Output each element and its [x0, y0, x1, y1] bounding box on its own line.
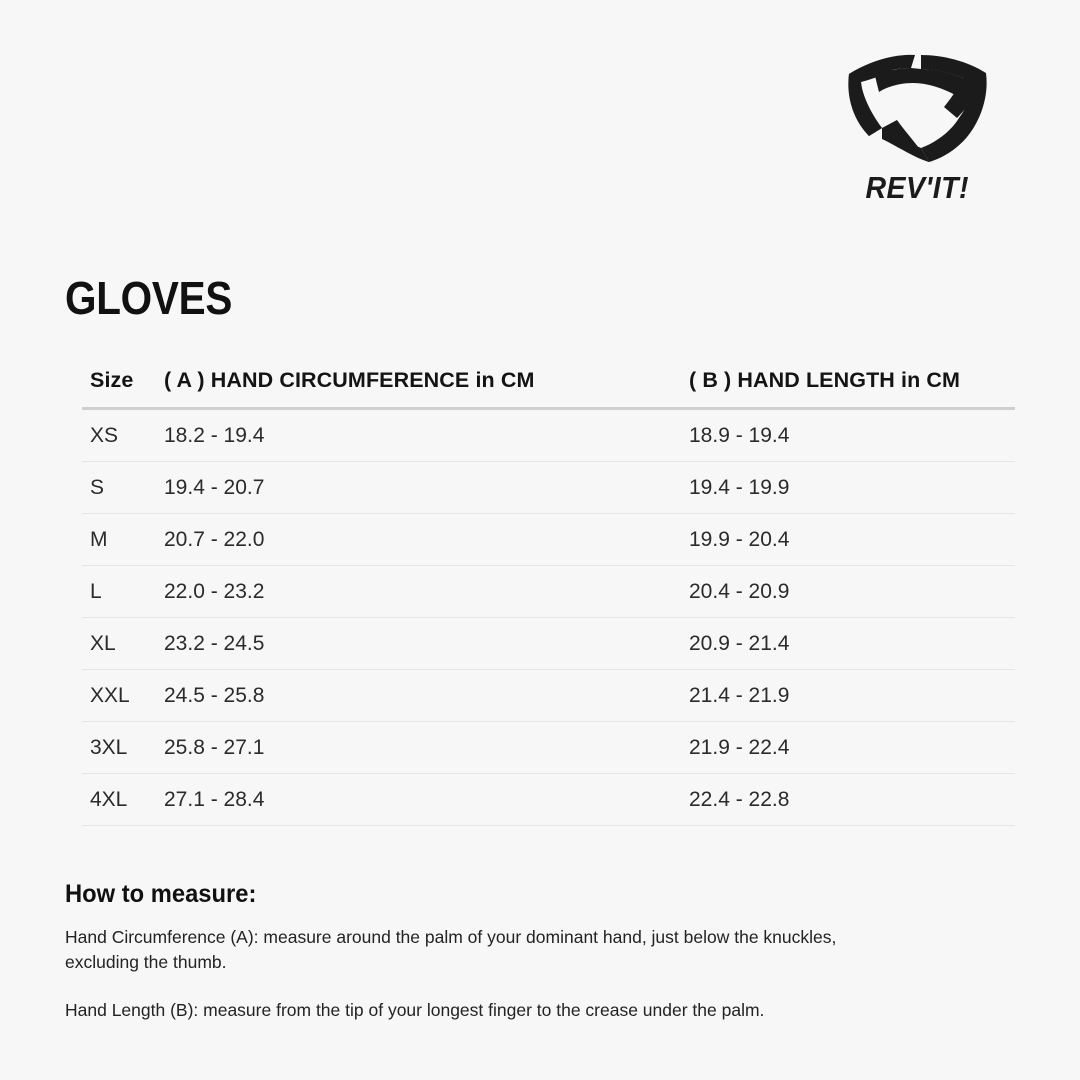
- cell-hand-circumference: 19.4 - 20.7: [164, 461, 689, 514]
- cell-hand-circumference: 20.7 - 22.0: [164, 513, 689, 566]
- table-row: S 19.4 - 20.7 19.4 - 19.9: [82, 461, 1015, 514]
- table-row: XXL 24.5 - 25.8 21.4 - 21.9: [82, 669, 1015, 722]
- cell-hand-length: 20.4 - 20.9: [689, 565, 1015, 618]
- brand-logo: REV'IT!: [832, 52, 1002, 206]
- cell-size: S: [82, 461, 164, 514]
- cell-size: 4XL: [82, 773, 164, 826]
- column-header-size: Size: [82, 368, 164, 410]
- table-header: Size ( A ) HAND CIRCUMFERENCE in CM ( B …: [82, 368, 1015, 410]
- cell-hand-circumference: 25.8 - 27.1: [164, 721, 689, 774]
- table-row: 3XL 25.8 - 27.1 21.9 - 22.4: [82, 721, 1015, 774]
- cell-size: M: [82, 513, 164, 566]
- revit-shield-icon: [848, 54, 987, 162]
- cell-hand-circumference: 23.2 - 24.5: [164, 617, 689, 670]
- cell-size: L: [82, 565, 164, 618]
- table-row: 4XL 27.1 - 28.4 22.4 - 22.8: [82, 773, 1015, 826]
- cell-hand-length: 19.9 - 20.4: [689, 513, 1015, 566]
- cell-hand-circumference: 27.1 - 28.4: [164, 773, 689, 826]
- size-chart-table: Size ( A ) HAND CIRCUMFERENCE in CM ( B …: [82, 368, 1015, 826]
- table-row: M 20.7 - 22.0 19.9 - 20.4: [82, 513, 1015, 566]
- cell-hand-length: 21.9 - 22.4: [689, 721, 1015, 774]
- cell-size: XL: [82, 617, 164, 670]
- cell-hand-circumference: 18.2 - 19.4: [164, 408, 689, 462]
- table-row: L 22.0 - 23.2 20.4 - 20.9: [82, 565, 1015, 618]
- column-header-hand-circumference: ( A ) HAND CIRCUMFERENCE in CM: [164, 368, 689, 410]
- cell-hand-length: 19.4 - 19.9: [689, 461, 1015, 514]
- table-row: XS 18.2 - 19.4 18.9 - 19.4: [82, 408, 1015, 462]
- how-to-measure-title: How to measure:: [65, 880, 257, 908]
- page-title: GLOVES: [65, 271, 233, 324]
- table-header-row: Size ( A ) HAND CIRCUMFERENCE in CM ( B …: [82, 368, 1015, 410]
- cell-size: XXL: [82, 669, 164, 722]
- cell-hand-length: 20.9 - 21.4: [689, 617, 1015, 670]
- cell-hand-length: 21.4 - 21.9: [689, 669, 1015, 722]
- column-header-hand-length: ( B ) HAND LENGTH in CM: [689, 368, 1015, 410]
- how-to-measure-paragraph-length: Hand Length (B): measure from the tip of…: [65, 999, 765, 1020]
- cell-size: 3XL: [82, 721, 164, 774]
- table-body: XS 18.2 - 19.4 18.9 - 19.4 S 19.4 - 20.7…: [82, 408, 1015, 826]
- brand-wordmark: REV'IT!: [865, 170, 969, 205]
- cell-hand-circumference: 24.5 - 25.8: [164, 669, 689, 722]
- cell-hand-length: 18.9 - 19.4: [689, 408, 1015, 462]
- cell-hand-length: 22.4 - 22.8: [689, 773, 1015, 826]
- cell-hand-circumference: 22.0 - 23.2: [164, 565, 689, 618]
- how-to-measure-paragraph-circumference: Hand Circumference (A): measure around t…: [65, 927, 837, 973]
- table-row: XL 23.2 - 24.5 20.9 - 21.4: [82, 617, 1015, 670]
- cell-size: XS: [82, 408, 164, 462]
- how-to-measure-section: How to measure: Hand Circumference (A): …: [65, 880, 945, 1023]
